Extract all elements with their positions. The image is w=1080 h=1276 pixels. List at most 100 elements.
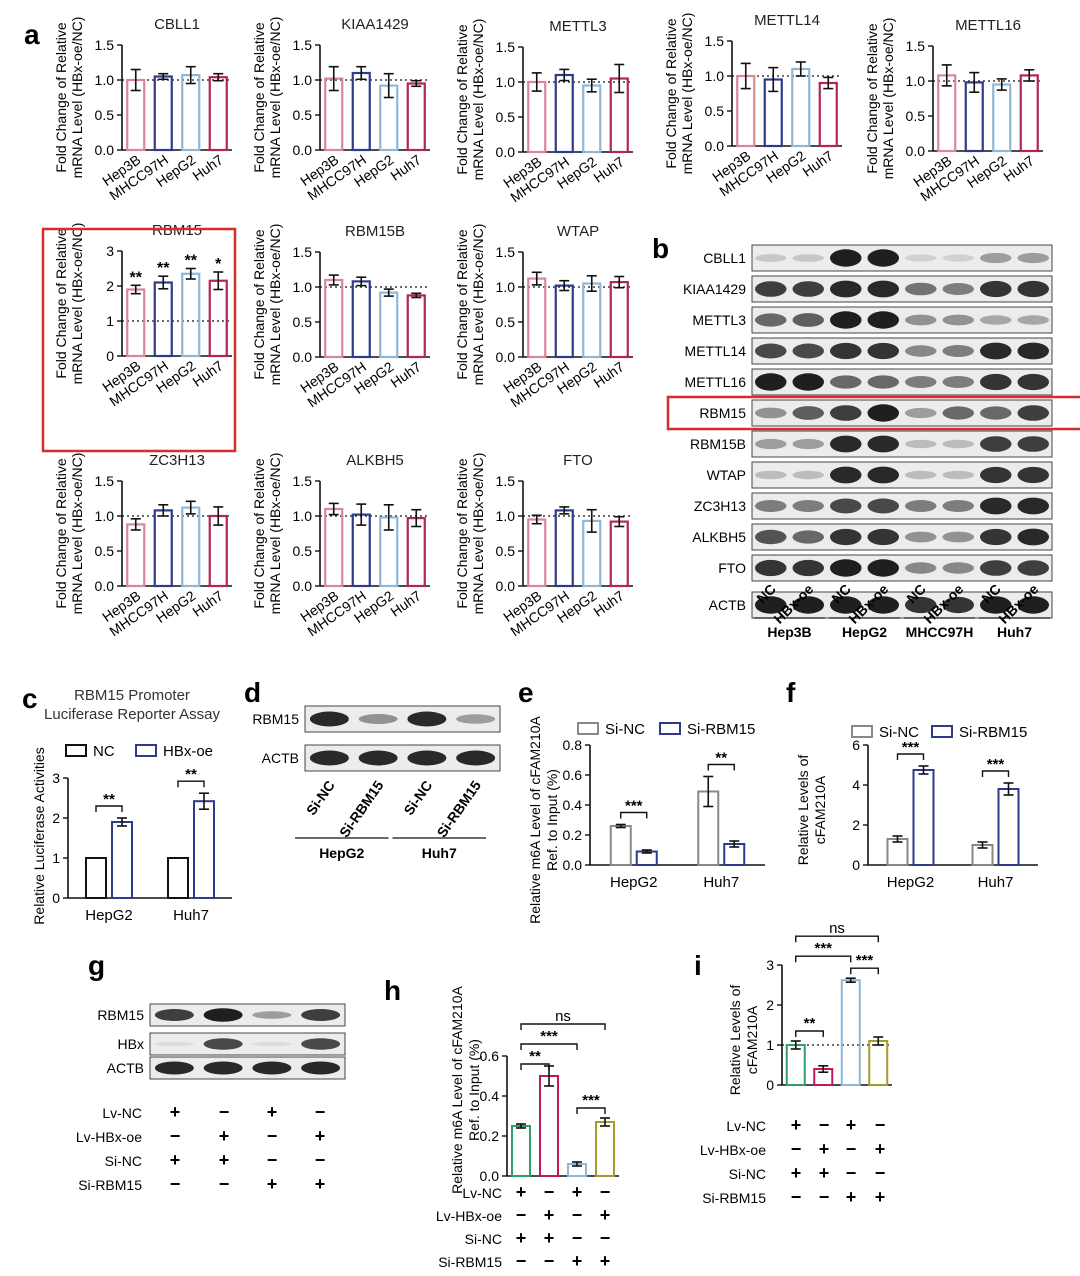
category-label: Huh7 [590,153,627,185]
design-cell: + [572,1182,583,1202]
design-cell: + [315,1174,326,1194]
legend-label: Si-RBM15 [959,724,1027,741]
blot-band [830,249,862,267]
blot-band [252,1041,292,1047]
chart-ytick-label: 0.0 [906,143,926,159]
chart-ytick-label: 0.0 [293,142,313,158]
significance-bracket [520,1043,578,1050]
blot-band [456,714,496,724]
blot-band [792,313,824,327]
bar-hepg2 [582,282,602,359]
blot-row-label-mettl16: METTL16 [685,374,747,390]
significance-bracket [707,763,735,771]
design-cell: + [170,1150,181,1170]
design-cell: + [315,1126,326,1146]
category-label: HepG2 [610,874,658,891]
blot-strip [149,1003,346,1027]
blot-band [980,406,1012,420]
chart-levels-sirbm15: 0 2 4 6 Si-NC Si-RBM15 *** HepG2 *** Huh7 [851,724,1038,891]
design-cell: + [875,1187,886,1207]
significance-label: *** [625,798,643,815]
panel-label-b: b [652,233,669,264]
bar-mhcc97h [153,75,173,152]
bar-si-nc [886,838,909,866]
chart-mettl16: Fold Change of Relative mRNA Level (HBx-o… [864,17,1043,204]
design-row-label: Lv-HBx-oe [76,1129,142,1145]
bar-huh7 [406,82,426,152]
chart-ytick-label: 0.5 [496,314,516,330]
blot-band [309,711,349,727]
chart-ytick-label: 1.5 [95,37,115,53]
blot-row-label-rbm15: RBM15 [699,405,746,421]
design-cell: + [846,1187,857,1207]
blot-band [755,500,787,512]
panel-label-g: g [88,950,105,981]
blot-band [905,470,937,480]
y-axis-title: mRNA Level (HBx-oe/NC) [470,224,486,386]
legend-swatch [851,725,873,738]
blot-band [867,466,899,484]
design-cell: − [516,1251,527,1271]
chart-ytick-label: 0.5 [496,109,516,125]
blot-band [867,528,899,546]
blot-lane-label: Si-NC [400,778,435,818]
significance-label: *** [987,756,1005,773]
design-cell: − [572,1205,583,1225]
blot-band [792,559,824,577]
category-label: Huh7 [173,907,209,924]
blot-band [942,406,974,420]
blot-band [1017,528,1049,546]
design-table-g: Lv-NC + − + − Lv-HBx-oe − + − + Si-NC + + − − Si-RBM15 −… [76,1102,325,1194]
blot-band [980,373,1012,391]
blot-band [755,596,787,614]
y-axis-title: Fold Change of Relative [53,228,69,378]
blot-band [154,1061,194,1075]
design-cell: − [846,1139,857,1159]
design-cell: + [600,1251,611,1271]
chart-levels-sirbm15-ytick-label: 6 [852,737,860,753]
design-cell: − [267,1126,278,1146]
blot-row-label-wtap: WTAP [707,467,746,483]
y-axis-title: Fold Change of Relative [454,229,470,379]
chart-ytick-label: 1 [106,313,114,329]
chart-ytick-label: 1.0 [705,68,725,84]
chart-alkbh5: Fold Change of Relative mRNA Level (HBx-o… [251,452,430,639]
blot-band [755,254,787,262]
bar-mhcc97h [153,281,173,358]
blot-band [867,249,899,267]
bar-group-1 [785,1044,806,1086]
blot-band [792,254,824,262]
bar-group-2 [539,1075,559,1177]
chart-cbll1: Fold Change of Relative mRNA Level (HBx-o… [53,16,232,203]
blot-band [1017,315,1049,325]
blot-band [830,498,862,514]
design-cell: − [267,1150,278,1170]
design-cell: − [875,1115,886,1135]
blot-band [755,313,787,327]
category-label: HepG2 [85,907,133,924]
blot-band [792,406,824,420]
design-cell: + [516,1182,527,1202]
design-cell: − [315,1150,326,1170]
design-cell: − [219,1174,230,1194]
blot-band [830,466,862,484]
blot-band [203,1008,243,1022]
chart-luciferase-ytick-label: 3 [52,770,60,786]
blot-band [942,254,974,262]
blot-band [755,470,787,480]
blot-band [980,342,1012,360]
chart-ytick-label: 1.5 [293,244,313,260]
significance-label: ** [130,269,143,286]
bar-huh7 [818,81,838,148]
design-cell: + [819,1163,830,1183]
blot-group-label: Huh7 [997,624,1032,640]
blot-group-label: HepG2 [842,624,887,640]
blot-group-label: HepG2 [319,845,364,861]
significance-bracket [576,1107,606,1114]
chart-title: ZC3H13 [149,452,205,469]
blot-band [792,470,824,480]
significance-bracket [850,967,879,975]
chart-levels-lv-ytick-label: 2 [766,997,774,1013]
design-cell: + [791,1115,802,1135]
design-cell: + [819,1139,830,1159]
